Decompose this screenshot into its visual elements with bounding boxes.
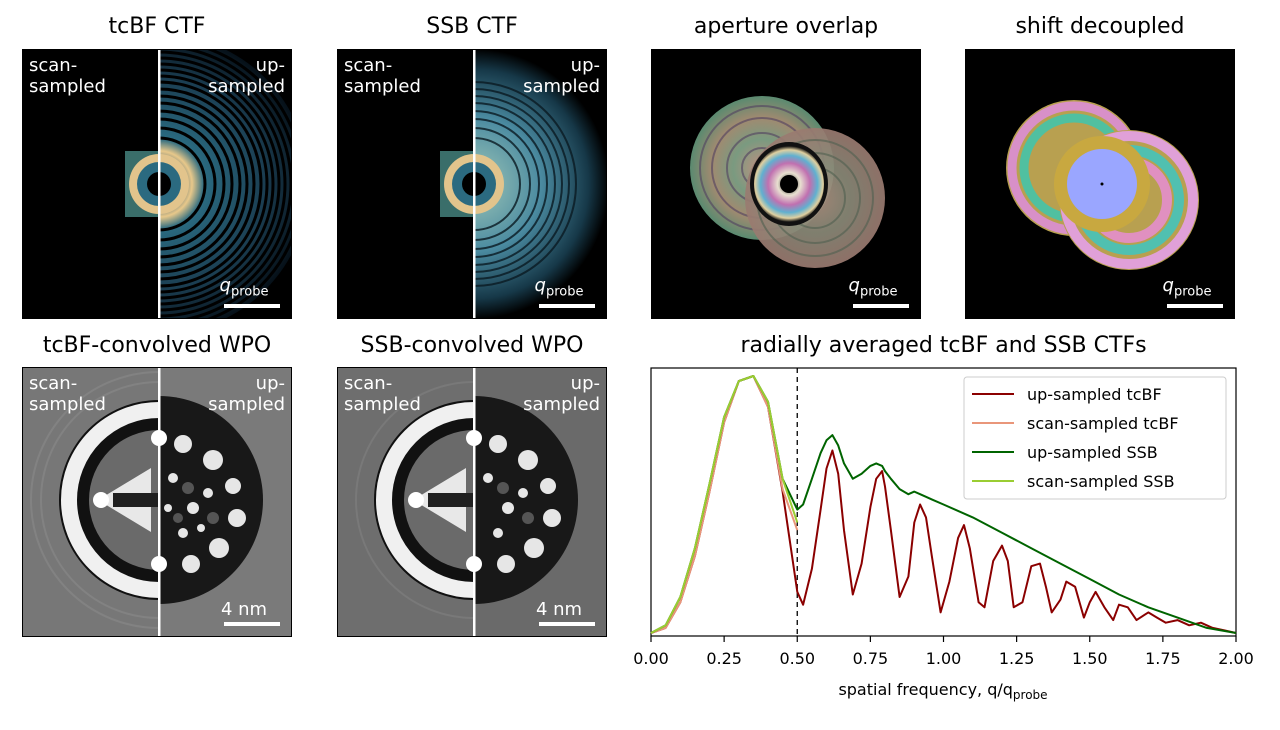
scalebar <box>224 622 280 626</box>
title-shift-decoupled: shift decoupled <box>1015 14 1185 39</box>
scalebar-label: 4 nm <box>220 599 268 620</box>
scan-sampled-label: scan- sampled <box>29 373 106 415</box>
x-tick-label: 0.75 <box>853 649 889 668</box>
scan-sampled-label: scan- sampled <box>344 55 421 97</box>
x-tick-label: 0.50 <box>779 649 815 668</box>
legend-label: up-sampled SSB <box>1027 443 1158 462</box>
x-tick-label: 2.00 <box>1218 649 1254 668</box>
tcbf-wpo-panel: scan- sampled up- sampled 4 nm <box>22 367 292 637</box>
series-line-scan-sampled-SSB <box>650 375 799 634</box>
title-tcbf-wpo: tcBF-convolved WPO <box>42 333 272 358</box>
x-tick-label: 1.25 <box>999 649 1035 668</box>
up-sampled-label: up- sampled <box>208 55 285 97</box>
title-aperture-overlap: aperture overlap <box>693 14 879 39</box>
tcbf-wpo-image <box>30 368 291 636</box>
scalebar-label: 4 nm <box>535 599 583 620</box>
scalebar <box>539 622 595 626</box>
series-group <box>650 375 1237 634</box>
shift-decoupled-image <box>1006 100 1199 270</box>
scalebar-label: qprobe <box>219 275 269 300</box>
title-tcbf-ctf: tcBF CTF <box>108 14 206 39</box>
scalebar <box>224 304 280 308</box>
series-line-up-sampled-tcBF <box>650 375 1237 634</box>
legend-label: up-sampled tcBF <box>1027 385 1162 404</box>
ssb-ctf-image <box>440 50 606 318</box>
up-sampled-label: up- sampled <box>208 373 285 415</box>
legend: up-sampled tcBF scan-sampled tcBF up-sampl… <box>963 376 1227 500</box>
up-sampled-label: up- sampled <box>523 55 600 97</box>
x-tick-label: 0.25 <box>706 649 742 668</box>
shift-decoupled-panel: qprobe <box>965 49 1235 319</box>
scalebar-label: qprobe <box>1162 275 1212 300</box>
x-tick-label: 1.50 <box>1072 649 1108 668</box>
ssb-wpo-image <box>355 368 606 636</box>
tcbf-ctf-panel: scan- sampled up- sampled qprobe <box>22 49 292 319</box>
x-ticks: 0.00 0.25 0.50 0.75 1.00 1.25 1.50 1.75 2.00 <box>633 636 1254 668</box>
x-tick-label: 0.00 <box>633 649 669 668</box>
title-ssb-wpo: SSB-convolved WPO <box>360 333 584 358</box>
ssb-wpo-panel: scan- sampled up- sampled 4 nm <box>337 367 607 637</box>
x-axis-label: spatial frequency, q/qprobe <box>838 680 1047 702</box>
scalebar <box>1167 304 1223 308</box>
legend-label: scan-sampled SSB <box>1027 472 1175 491</box>
scalebar-label: qprobe <box>848 275 898 300</box>
legend-box <box>963 376 1227 500</box>
aperture-overlap-panel: qprobe <box>651 49 921 319</box>
title-ssb-ctf: SSB CTF <box>426 14 518 39</box>
chart-title: radially averaged tcBF and SSB CTFs <box>740 333 1147 358</box>
up-sampled-label: up- sampled <box>523 373 600 415</box>
scalebar-label: qprobe <box>534 275 584 300</box>
legend-label: scan-sampled tcBF <box>1027 414 1179 433</box>
x-tick-label: 1.75 <box>1145 649 1181 668</box>
scan-sampled-label: scan- sampled <box>29 55 106 97</box>
x-tick-label: 1.00 <box>926 649 962 668</box>
scalebar <box>539 304 595 308</box>
aperture-overlap-image <box>690 96 885 268</box>
tcbf-ctf-image <box>125 50 291 318</box>
series-line-scan-sampled-tcBF <box>650 375 799 634</box>
scalebar <box>853 304 909 308</box>
scan-sampled-label: scan- sampled <box>344 373 421 415</box>
ssb-ctf-panel: scan- sampled up- sampled qprobe <box>337 49 607 319</box>
